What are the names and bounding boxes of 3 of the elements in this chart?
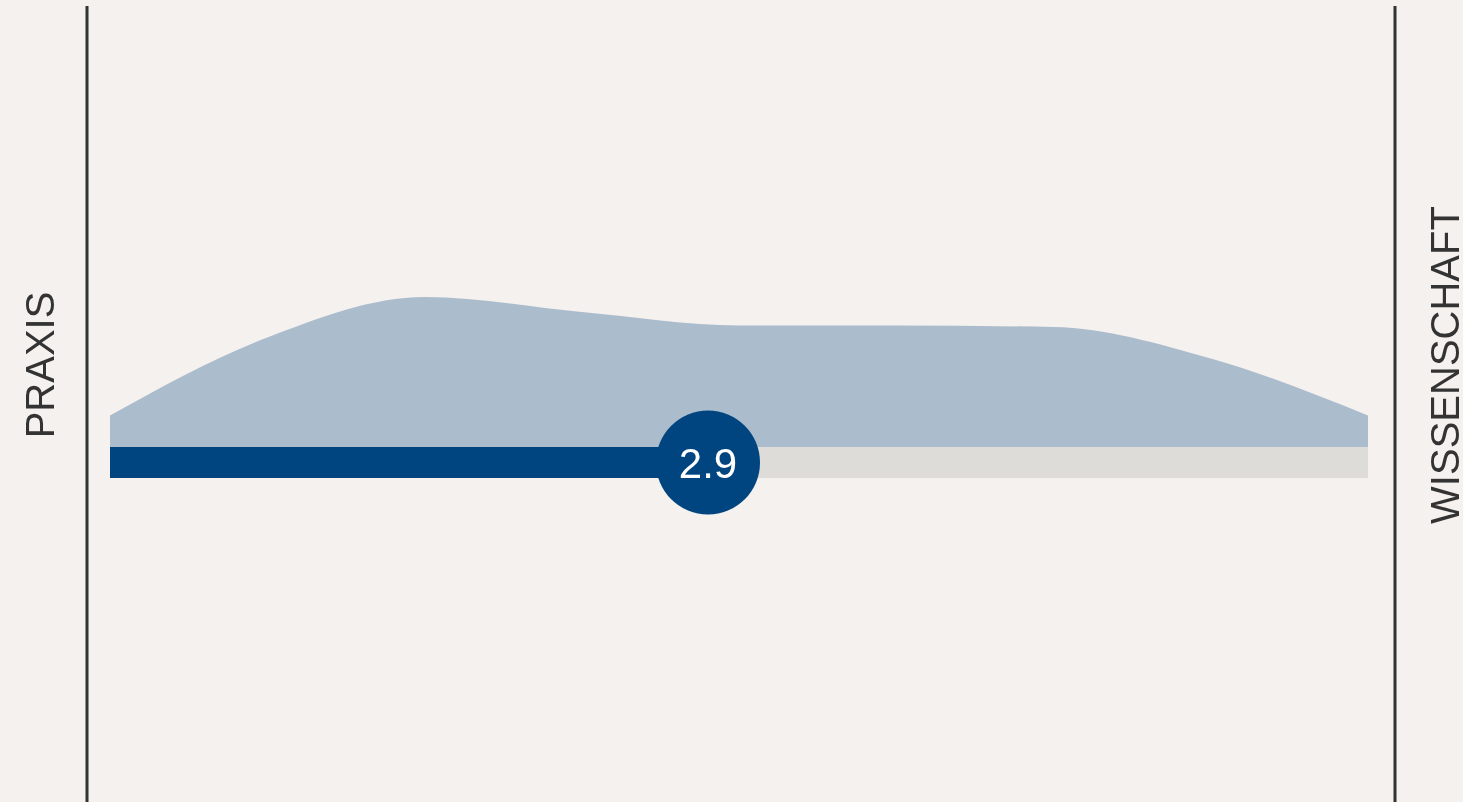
annotation: WISSENSCHAFT xyxy=(1423,206,1463,524)
annotation: 2.9 xyxy=(678,439,738,487)
annotation: PRAXIS xyxy=(18,291,63,439)
